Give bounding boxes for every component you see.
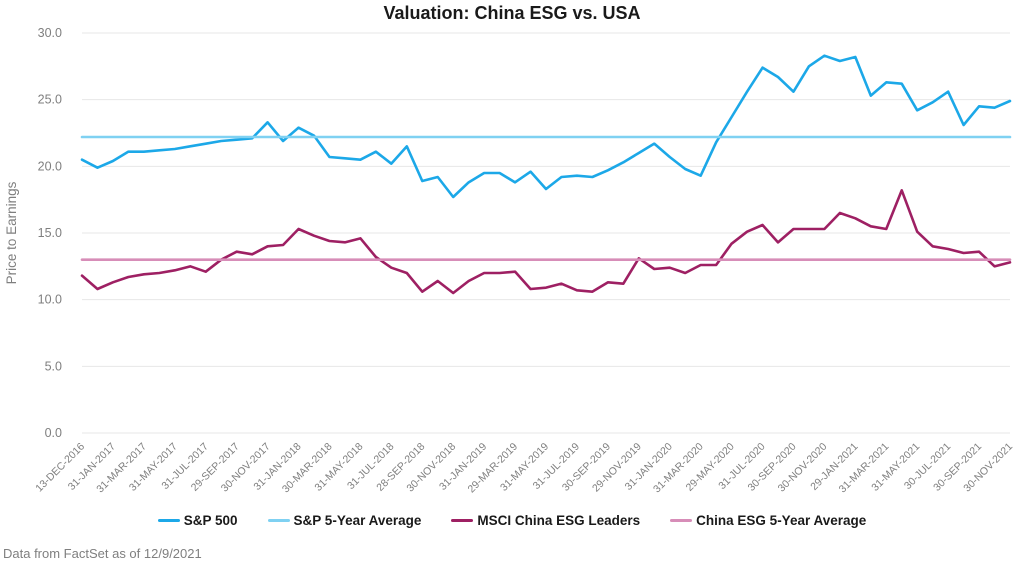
legend-item-sp500: S&P 500 (157, 513, 238, 528)
chart-title: Valuation: China ESG vs. USA (383, 3, 641, 23)
legend-label: MSCI China ESG Leaders (477, 513, 641, 528)
legend-swatch-icon (451, 519, 474, 522)
legend-swatch-icon (267, 519, 290, 522)
legend-label: S&P 5-Year Average (293, 513, 422, 528)
sp500-line (80, 54, 1012, 199)
legend: S&P 500 S&P 5-Year Average MSCI China ESG … (0, 513, 1024, 528)
legend-item-china-esg-5yr-average: China ESG 5-Year Average (670, 513, 866, 528)
legend-label: China ESG 5-Year Average (696, 513, 867, 528)
y-axis-title: Price to Earnings (4, 181, 19, 284)
source-note: Data from FactSet as of 12/9/2021 (3, 546, 202, 561)
y-tick-label: 10.0 (38, 293, 62, 307)
legend-item-msci-china-esg: MSCI China ESG Leaders (451, 513, 640, 528)
y-tick-label: 0.0 (45, 426, 62, 440)
msci-china-esg-line (80, 189, 1012, 295)
y-tick-label: 5.0 (45, 359, 62, 373)
legend-swatch-icon (670, 519, 693, 522)
y-tick-label: 20.0 (38, 159, 62, 173)
y-tick-label: 15.0 (38, 226, 62, 240)
legend-item-sp-5yr-average: S&P 5-Year Average (267, 513, 422, 528)
legend-label: S&P 500 (183, 513, 238, 528)
y-tick-label: 25.0 (38, 93, 62, 107)
legend-swatch-icon (157, 519, 180, 522)
y-tick-label: 30.0 (38, 26, 62, 40)
plot-area: 0.0 5.0 10.0 15.0 20.0 25.0 30.0 Price to Earni… (4, 26, 1015, 495)
